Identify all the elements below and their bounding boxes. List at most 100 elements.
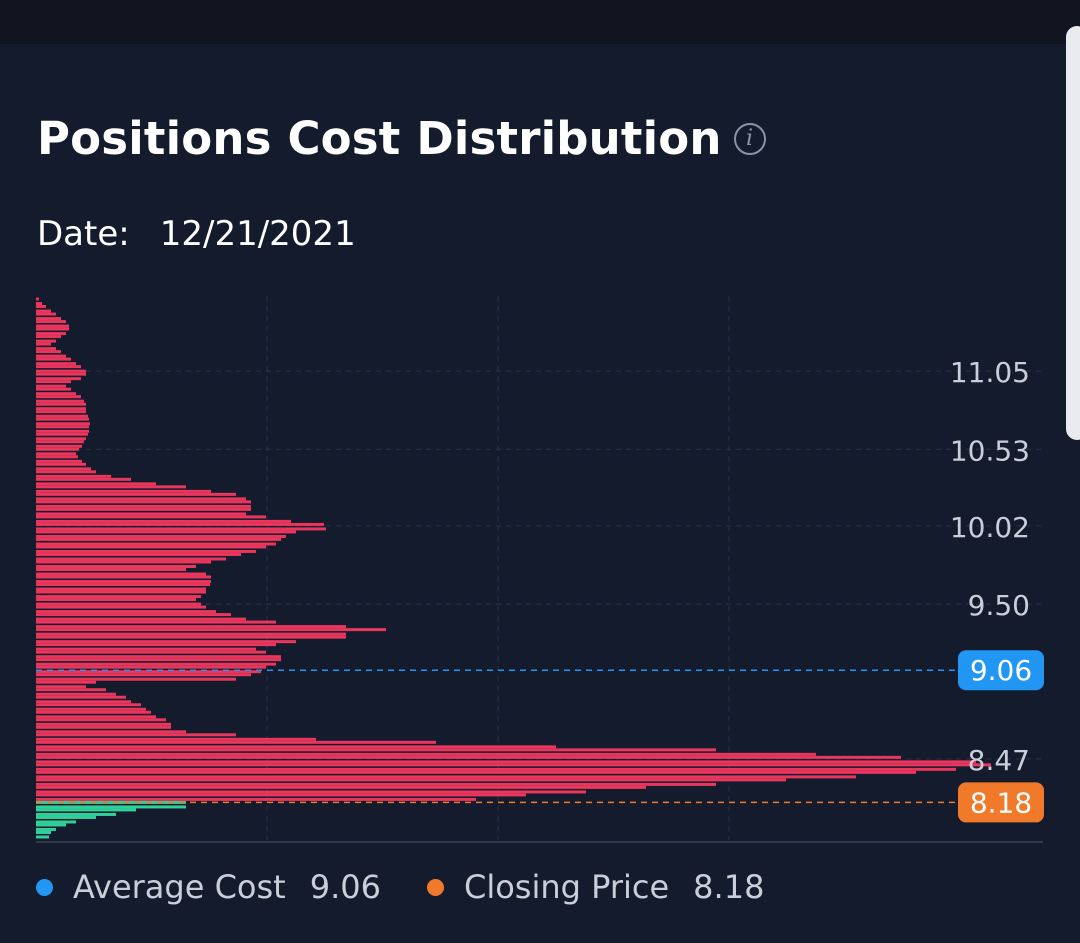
profit-bar bbox=[36, 432, 88, 436]
profit-bar bbox=[36, 790, 586, 794]
profit-bar bbox=[36, 575, 211, 579]
average-cost-dot-icon bbox=[36, 878, 53, 896]
profit-bar bbox=[36, 542, 276, 546]
profit-bar bbox=[36, 309, 51, 313]
loss-bar bbox=[36, 815, 96, 819]
profit-bar bbox=[36, 797, 476, 801]
profit-bar bbox=[36, 350, 61, 354]
profit-bar bbox=[36, 455, 78, 459]
profit-bar bbox=[36, 339, 56, 343]
profit-bar bbox=[36, 317, 61, 321]
profit-bar bbox=[36, 680, 96, 684]
profit-bar bbox=[36, 785, 646, 789]
profit-bar bbox=[36, 610, 216, 614]
profit-bar bbox=[36, 590, 206, 594]
profit-bar bbox=[36, 534, 286, 538]
loss-bar bbox=[36, 835, 49, 839]
profit-bar bbox=[36, 587, 206, 591]
profit-bar bbox=[36, 387, 71, 391]
profit-bar bbox=[36, 760, 976, 764]
average-cost-value: 9.06 bbox=[309, 868, 381, 906]
loss-bar bbox=[36, 808, 136, 812]
y-tick-label: 10.53 bbox=[950, 434, 1030, 467]
profit-bar bbox=[36, 519, 291, 523]
profit-bar bbox=[36, 643, 276, 647]
profit-bar bbox=[36, 557, 226, 561]
legend: Average Cost 9.06 Closing Price 8.18 bbox=[36, 868, 764, 906]
profit-bar bbox=[36, 384, 66, 388]
loss-bar bbox=[36, 805, 186, 809]
info-icon[interactable]: i bbox=[733, 122, 766, 155]
profit-bar bbox=[36, 324, 69, 328]
profit-bar bbox=[36, 602, 201, 606]
profit-bar bbox=[36, 440, 84, 444]
profit-bar bbox=[36, 737, 316, 741]
profit-bar bbox=[36, 778, 786, 782]
date-row: Date: 12/21/2021 bbox=[37, 214, 356, 254]
profit-bar bbox=[36, 580, 211, 584]
profit-bar bbox=[36, 715, 156, 719]
y-tick-label: 11.05 bbox=[950, 356, 1030, 389]
profit-bar bbox=[36, 429, 89, 433]
profit-bar bbox=[36, 297, 39, 301]
profit-bar bbox=[36, 700, 131, 704]
profit-bar bbox=[36, 302, 42, 306]
profit-bar bbox=[36, 583, 210, 587]
profit-bar bbox=[36, 452, 76, 456]
profit-bar bbox=[36, 354, 66, 358]
profit-bar bbox=[36, 625, 346, 629]
profit-bar bbox=[36, 545, 266, 549]
profit-bar bbox=[36, 635, 346, 639]
profit-bar bbox=[36, 617, 246, 621]
y-tick-label: 10.02 bbox=[950, 511, 1030, 544]
profit-bar bbox=[36, 482, 156, 486]
profit-bar bbox=[36, 793, 526, 797]
profit-bar bbox=[36, 422, 90, 426]
profit-bar bbox=[36, 730, 186, 734]
profit-bar bbox=[36, 407, 86, 411]
date-label: Date: bbox=[37, 214, 130, 254]
profit-bar bbox=[36, 459, 82, 463]
profit-bar bbox=[36, 740, 436, 744]
profit-bar bbox=[36, 462, 86, 466]
profit-bar bbox=[36, 707, 146, 711]
profit-bar bbox=[36, 369, 86, 373]
closing-price-badge-label: 8.18 bbox=[970, 786, 1032, 819]
loss-bar bbox=[36, 800, 186, 804]
profit-bar bbox=[36, 722, 171, 726]
profit-bar bbox=[36, 392, 76, 396]
profit-bar bbox=[36, 688, 106, 692]
profit-bar bbox=[36, 332, 66, 336]
profit-bar bbox=[36, 485, 186, 489]
loss-bar bbox=[36, 820, 76, 824]
loss-bar bbox=[36, 823, 66, 827]
y-tick-label: 8.47 bbox=[968, 744, 1030, 777]
profit-bar bbox=[36, 685, 86, 689]
profit-bar bbox=[36, 640, 296, 644]
profit-bar bbox=[36, 414, 88, 418]
profit-bar bbox=[36, 745, 556, 749]
closing-price-value: 8.18 bbox=[693, 868, 765, 906]
profit-bar bbox=[36, 755, 901, 759]
profit-bar bbox=[36, 402, 86, 406]
profit-bar bbox=[36, 447, 79, 451]
profit-bar bbox=[36, 692, 116, 696]
profit-bar bbox=[36, 527, 326, 531]
profit-bar bbox=[36, 504, 251, 508]
closing-price-badge bbox=[958, 782, 1044, 823]
profit-bar bbox=[36, 470, 96, 474]
profit-bar bbox=[36, 605, 206, 609]
profit-bar bbox=[36, 507, 251, 511]
loss-bar bbox=[36, 827, 56, 831]
profit-bar bbox=[36, 425, 89, 429]
profit-bar bbox=[36, 515, 266, 519]
profit-bar bbox=[36, 500, 251, 504]
profit-bar bbox=[36, 410, 86, 414]
profit-bar bbox=[36, 327, 69, 331]
profit-bar bbox=[36, 767, 956, 771]
profit-bar bbox=[36, 748, 716, 752]
average-cost-badge-label: 9.06 bbox=[970, 654, 1032, 687]
profit-bar bbox=[36, 537, 281, 541]
scrollbar-thumb[interactable] bbox=[1066, 26, 1080, 440]
loss-bar bbox=[36, 812, 116, 816]
